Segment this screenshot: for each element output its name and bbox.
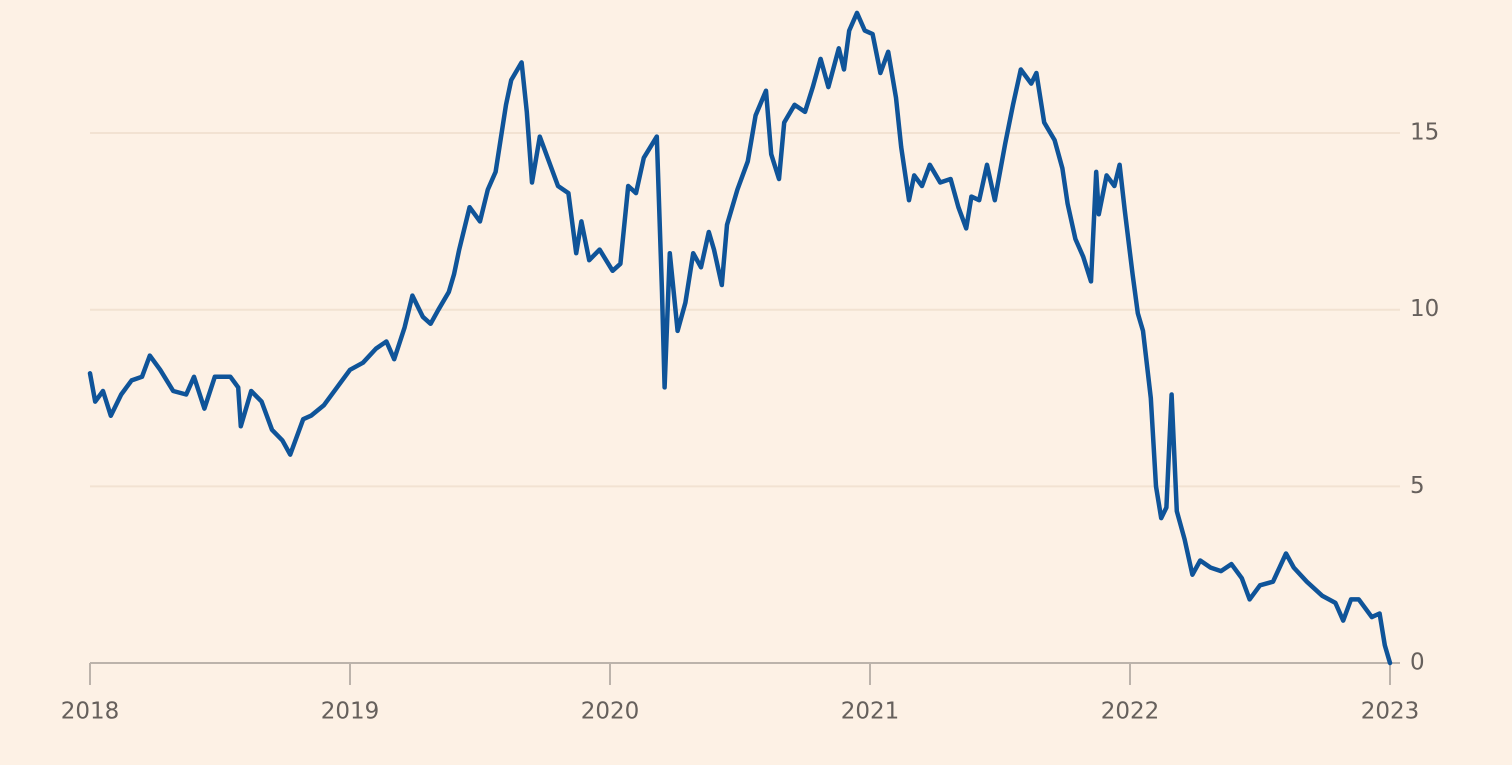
- line: [87, 10, 1393, 666]
- x-tick-label: 2018: [61, 699, 120, 725]
- y-tick-label: 5: [1410, 473, 1425, 499]
- x-tick-label: 2023: [1361, 699, 1420, 725]
- y-tick-label: 15: [1410, 120, 1439, 146]
- y-tick-label: 10: [1410, 296, 1439, 322]
- x-tick-label: 2020: [581, 699, 640, 725]
- x-tick-label: 2021: [841, 699, 900, 725]
- x-tick-label: 2019: [321, 699, 380, 725]
- x-tick-label: 2022: [1101, 699, 1160, 725]
- y-tick-label: 0: [1410, 650, 1425, 676]
